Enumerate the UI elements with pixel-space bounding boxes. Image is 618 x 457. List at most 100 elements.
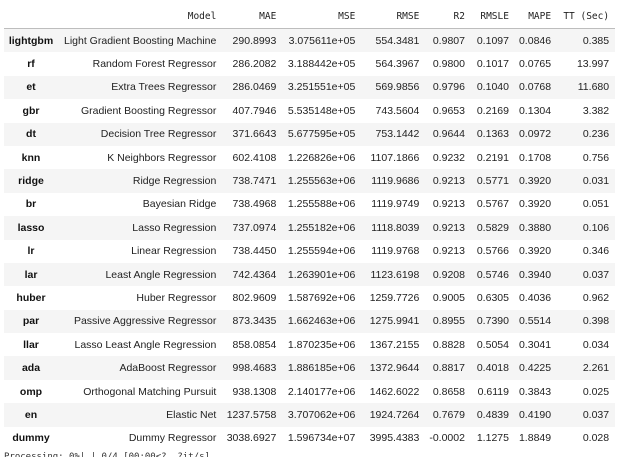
cell-tt-sec: 0.398: [557, 309, 616, 334]
cell-rmse: 1123.6198: [361, 262, 426, 287]
cell-rmse: 3995.4383: [369, 432, 420, 445]
cell-model: Orthogonal Matching Pursuit: [83, 385, 217, 398]
cell-tt-sec: 0.756: [582, 151, 610, 164]
cell-r2: 0.9213: [432, 198, 465, 211]
cell-tt-sec: 0.051: [582, 198, 610, 211]
cell-model: Bayesian Ridge: [142, 198, 217, 211]
table-header: Model MAE MSE RMSE R2 RMSLE MAPE TT (Sec): [4, 5, 616, 29]
cell-mae: 998.4683: [222, 356, 283, 380]
table-row: knn K Neighbors Regressor 602.4108 1.226826…: [4, 146, 615, 169]
cell-mape: 0.5514: [514, 309, 558, 334]
cell-rmse: 1367.2155: [369, 338, 420, 351]
cell-tt-sec: 13.997: [576, 58, 610, 71]
cell-mae: 286.0469: [222, 75, 283, 100]
cell-r2: 0.9653: [432, 104, 465, 117]
cell-model: Light Gradient Boosting Machine: [60, 28, 223, 53]
cell-tt-sec: 0.385: [557, 28, 616, 53]
cell-tt-sec: 0.962: [582, 291, 610, 304]
cell-rmse: 569.9856: [361, 75, 426, 100]
cell-index: gbr: [22, 104, 40, 117]
cell-mse: 3.251551e+05: [282, 75, 362, 100]
cell-tt-sec: 0.346: [582, 245, 610, 258]
cell-model: Ridge Regression: [60, 169, 223, 193]
cell-mape: 0.1708: [518, 151, 552, 164]
cell-mape: 0.4190: [514, 403, 558, 427]
cell-mse: 1.596734e+07: [287, 432, 356, 445]
cell-rmsle: 0.5054: [476, 338, 509, 351]
cell-rmsle: 0.4839: [470, 403, 515, 427]
cell-mae: 3038.6927: [226, 432, 277, 445]
cell-mape: 0.3920: [514, 169, 558, 193]
cell-mse: 2.140177e+06: [287, 385, 356, 398]
table-row: lightgbm Light Gradient Boosting Machine 2…: [4, 28, 616, 53]
cell-mape: 0.1304: [518, 104, 552, 117]
cell-tt-sec: 0.031: [557, 169, 616, 193]
table-body: lightgbm Light Gradient Boosting Machine 2…: [4, 28, 616, 451]
cell-index: lasso: [4, 216, 60, 240]
cell-rmsle: 0.5771: [470, 169, 515, 193]
cell-rmse: 1119.9749: [371, 198, 420, 211]
table-row: lasso Lasso Regression 737.0974 1.255182e+0…: [4, 216, 616, 240]
cell-rmse: 1119.9768: [371, 245, 420, 258]
cell-mape: 0.3940: [514, 262, 558, 287]
cell-model: K Neighbors Regressor: [107, 151, 217, 164]
cell-model: AdaBoost Regressor: [60, 356, 223, 380]
cell-mae: 290.8993: [222, 28, 283, 53]
cell-rmse: 753.1442: [361, 122, 426, 146]
cell-mse: 1.587692e+06: [287, 291, 356, 304]
cell-r2: -0.0002: [429, 432, 465, 445]
cell-rmsle: 0.1040: [470, 75, 515, 100]
cell-rmsle: 0.6119: [477, 385, 509, 398]
cell-model: Huber Regressor: [136, 291, 217, 304]
cell-mae: 738.7471: [222, 169, 283, 193]
cell-mae: 742.4364: [222, 262, 283, 287]
cell-rmse: 1118.8039: [361, 216, 426, 240]
header-row: Model MAE MSE RMSE R2 RMSLE MAPE TT (Sec): [4, 5, 616, 29]
cell-model: Dummy Regressor: [128, 432, 217, 445]
cell-r2: 0.9644: [425, 122, 471, 146]
cell-model: Elastic Net: [60, 403, 223, 427]
cell-model: Gradient Boosting Regressor: [80, 104, 217, 117]
cell-mae: 738.4968: [232, 198, 277, 211]
cell-mae: 1237.5758: [222, 403, 283, 427]
cell-mape: 0.3880: [514, 216, 558, 240]
model-comparison-table: Model MAE MSE RMSE R2 RMSLE MAPE TT (Sec) light…: [4, 5, 616, 451]
cell-mae: 371.6643: [222, 122, 283, 146]
table-row: ridge Ridge Regression 738.7471 1.255563e+0…: [4, 169, 616, 193]
cell-tt-sec: 0.037: [557, 403, 616, 427]
cell-mape: 1.8849: [518, 432, 552, 445]
cell-model: Decision Tree Regressor: [60, 122, 223, 146]
cell-rmse: 1119.9686: [361, 169, 426, 193]
cell-tt-sec: 0.028: [582, 432, 610, 445]
cell-index: llar: [23, 338, 39, 351]
cell-mae: 858.0854: [232, 338, 277, 351]
table-row: omp Orthogonal Matching Pursuit 938.1308 2.…: [4, 380, 615, 403]
cell-mape: 0.3920: [518, 198, 552, 211]
table-row: par Passive Aggressive Regressor 873.3435 1…: [4, 309, 616, 334]
cell-rmsle: 0.4018: [470, 356, 515, 380]
cell-rmsle: 0.2191: [476, 151, 509, 164]
table-row: gbr Gradient Boosting Regressor 407.7946 5.…: [4, 99, 615, 122]
cell-mape: 0.0972: [514, 122, 558, 146]
cell-mae: 407.7946: [232, 104, 277, 117]
cell-mse: 1.255182e+06: [282, 216, 362, 240]
cell-r2: 0.9208: [425, 262, 471, 287]
cell-rmse: 1462.6022: [369, 385, 420, 398]
cell-rmsle: 0.1017: [476, 58, 509, 71]
header-tt-sec: TT (Sec): [557, 5, 616, 29]
cell-tt-sec: 0.236: [557, 122, 616, 146]
cell-index: et: [4, 75, 60, 100]
cell-mae: 938.1308: [232, 385, 277, 398]
cell-mse: 3.707062e+06: [282, 403, 362, 427]
cell-rmsle: 0.5766: [476, 245, 509, 258]
table-row: en Elastic Net 1237.5758 3.707062e+06 1924.7…: [4, 403, 616, 427]
cell-r2: 0.9232: [432, 151, 465, 164]
cell-mape: 0.3920: [518, 245, 552, 258]
cell-tt-sec: 0.037: [557, 262, 616, 287]
cell-rmse: 554.3481: [361, 28, 426, 53]
table-row: br Bayesian Ridge 738.4968 1.255588e+06 1119…: [4, 193, 615, 216]
cell-mse: 3.075611e+05: [282, 28, 362, 53]
table-row: rf Random Forest Regressor 286.2082 3.18844…: [4, 52, 615, 75]
cell-rmse: 1259.7726: [369, 291, 420, 304]
